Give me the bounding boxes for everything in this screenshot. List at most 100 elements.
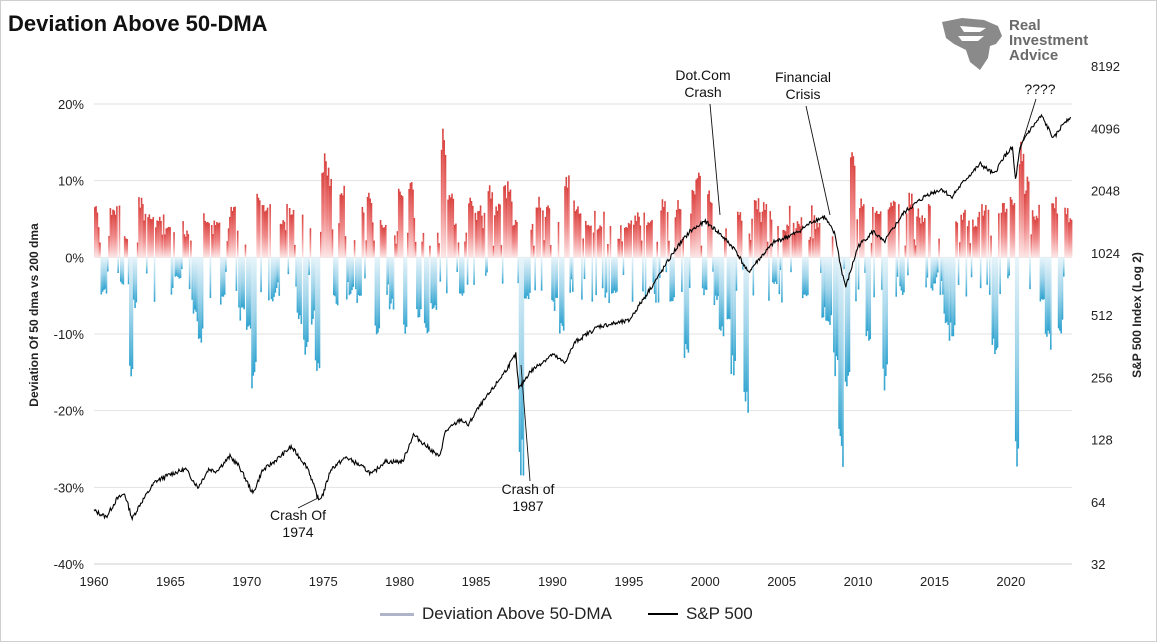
deviation-bar <box>990 235 992 258</box>
deviation-bar <box>977 217 979 258</box>
deviation-bar <box>373 240 375 258</box>
deviation-bar <box>360 257 362 296</box>
deviation-bar <box>536 207 539 258</box>
y-right-tick-label: 128 <box>1091 433 1113 448</box>
deviation-bar <box>879 211 882 258</box>
deviation-bar <box>416 257 418 310</box>
deviation-bar <box>320 231 322 258</box>
deviation-bar <box>509 189 512 258</box>
deviation-bar <box>483 212 486 258</box>
deviation-bar <box>327 167 330 258</box>
deviation-bar <box>803 257 805 295</box>
deviation-bar <box>807 257 809 295</box>
deviation-bar <box>673 257 675 298</box>
deviation-bar <box>257 197 260 258</box>
deviation-bar <box>218 222 221 258</box>
deviation-bar <box>1022 153 1025 258</box>
deviation-bar <box>723 237 726 258</box>
deviation-bar <box>635 221 638 258</box>
deviation-bar <box>640 240 643 258</box>
deviation-bar <box>661 199 664 258</box>
deviation-bar <box>155 227 157 258</box>
y-right-tick-label: 8192 <box>1091 59 1120 74</box>
deviation-bar <box>1066 208 1069 258</box>
deviation-bar <box>210 225 213 258</box>
deviation-bar <box>162 214 165 258</box>
deviation-bar <box>966 226 969 258</box>
deviation-bar <box>610 257 613 294</box>
deviation-bar <box>800 217 803 258</box>
deviation-bar <box>219 257 222 305</box>
deviation-bar <box>710 203 713 258</box>
deviation-bar <box>144 213 147 258</box>
deviation-bar <box>147 217 149 258</box>
deviation-bar <box>464 241 466 258</box>
annotation-label: 1974 <box>282 524 313 540</box>
x-tick-label: 2005 <box>767 574 796 589</box>
deviation-bar <box>720 257 722 331</box>
deviation-bar <box>729 257 731 320</box>
deviation-bar <box>433 257 435 308</box>
deviation-bar <box>618 238 621 258</box>
deviation-bar <box>1009 197 1012 258</box>
deviation-bar <box>974 225 977 258</box>
deviation-bar <box>752 257 755 296</box>
deviation-bar <box>530 229 533 258</box>
deviation-bar <box>674 217 677 258</box>
deviation-bar <box>514 219 517 258</box>
deviation-bar <box>881 257 883 290</box>
deviation-bar <box>253 257 256 373</box>
deviation-bar <box>399 191 401 258</box>
deviation-bar <box>690 213 692 258</box>
deviation-bar <box>427 257 430 332</box>
deviation-bar <box>358 257 361 296</box>
deviation-bar <box>912 207 914 258</box>
deviation-bar <box>452 198 455 258</box>
deviation-bar <box>486 257 488 273</box>
deviation-bar <box>670 257 673 302</box>
deviation-bar <box>808 239 810 258</box>
deviation-bar <box>323 153 326 258</box>
deviation-bar <box>256 193 258 258</box>
deviation-bar <box>135 257 138 303</box>
deviation-bar <box>101 257 104 292</box>
deviation-bar <box>736 211 739 258</box>
deviation-bar <box>922 221 925 258</box>
deviation-bar <box>1069 218 1072 258</box>
deviation-bar <box>322 172 325 258</box>
deviation-bar <box>778 257 781 295</box>
deviation-bar <box>700 245 703 258</box>
deviation-bar <box>174 257 177 277</box>
deviation-bar <box>727 257 730 319</box>
deviation-bar <box>326 175 329 258</box>
deviation-bar <box>970 257 973 278</box>
deviation-bar <box>186 230 188 258</box>
deviation-bar <box>798 223 800 258</box>
x-tick-label: 1995 <box>614 574 643 589</box>
deviation-bar <box>810 205 813 258</box>
deviation-bar <box>668 240 670 258</box>
deviation-bar <box>644 257 647 299</box>
deviation-bar <box>683 257 686 358</box>
deviation-bar <box>571 257 574 292</box>
deviation-bar <box>1007 257 1009 279</box>
deviation-bar <box>523 257 526 299</box>
deviation-bar <box>466 257 469 285</box>
deviation-bar <box>238 257 240 308</box>
deviation-bar <box>336 257 339 306</box>
deviation-bar <box>835 257 838 357</box>
deviation-bar <box>942 257 944 295</box>
deviation-bar <box>116 206 118 258</box>
deviation-bar <box>812 238 814 258</box>
deviation-bar <box>425 257 427 328</box>
deviation-bar <box>161 234 164 258</box>
deviation-bar <box>551 257 553 301</box>
deviation-bar <box>826 257 829 321</box>
deviation-bar <box>546 207 548 258</box>
deviation-bar <box>852 156 855 258</box>
deviation-bar <box>492 245 495 258</box>
deviation-bar <box>779 257 782 270</box>
deviation-bar <box>330 179 333 258</box>
deviation-bar <box>491 192 494 258</box>
